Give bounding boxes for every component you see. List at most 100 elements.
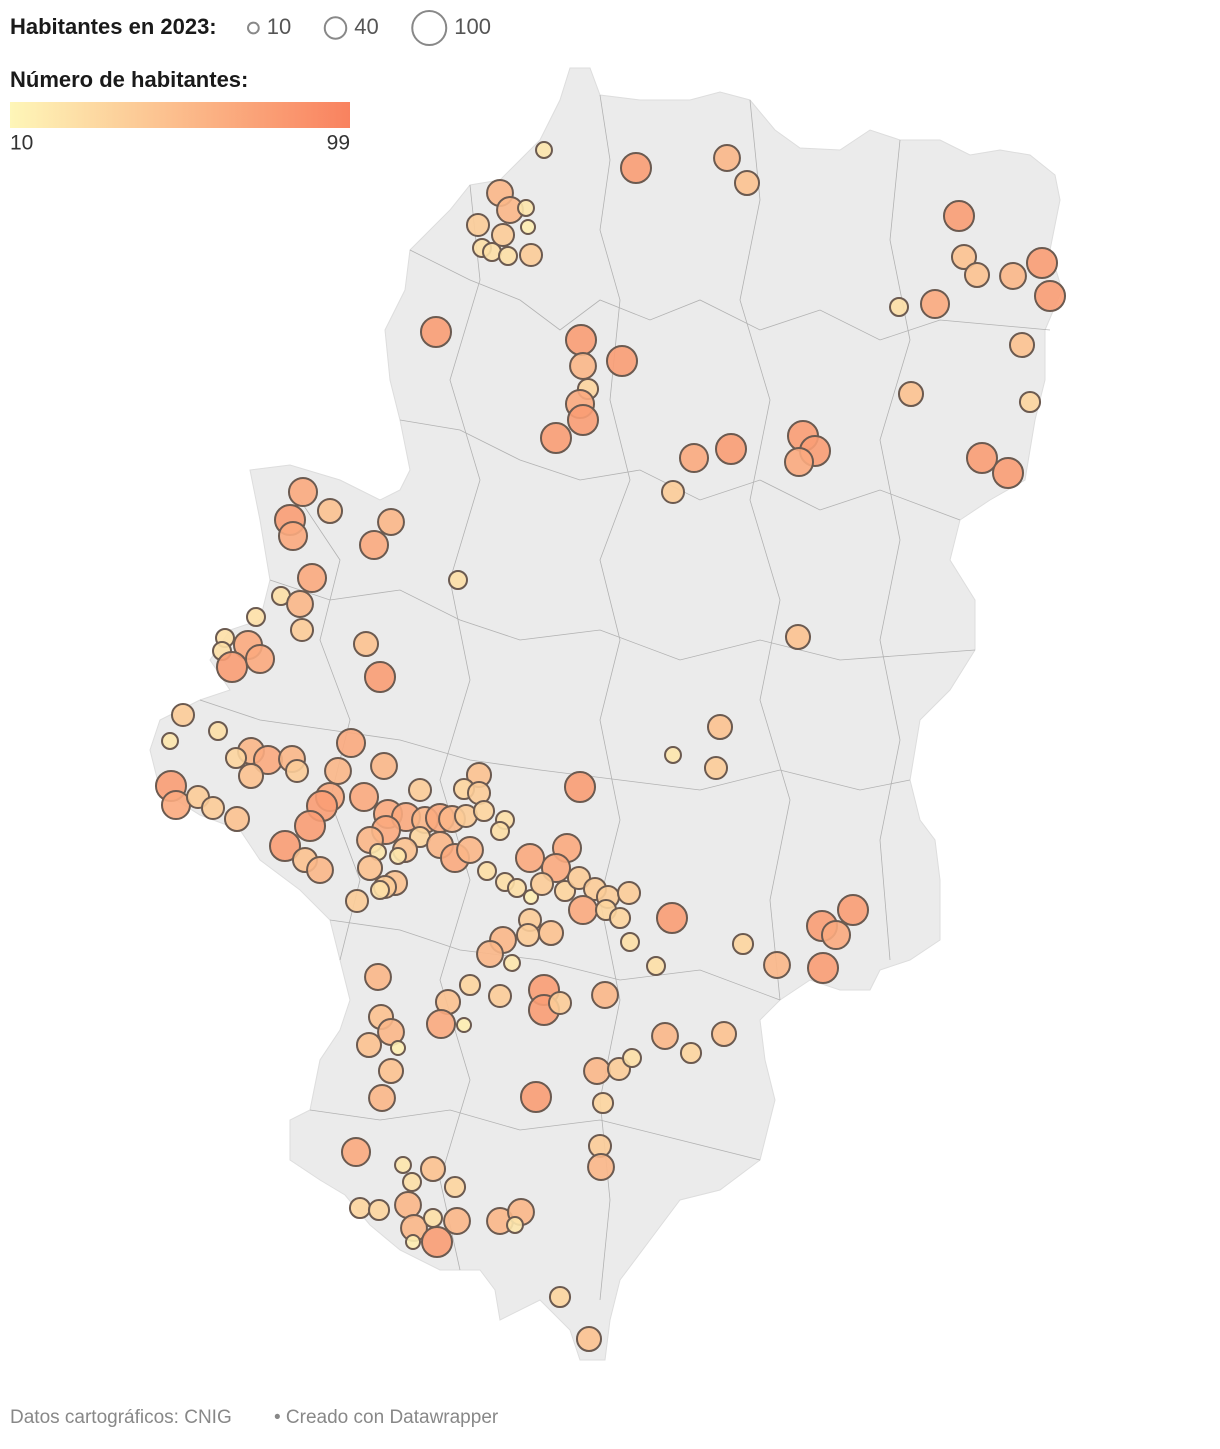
bubble (425, 1008, 457, 1040)
bubble (518, 242, 544, 268)
bubble (710, 1020, 738, 1048)
size-legend-circle (323, 16, 348, 40)
bubble (487, 983, 513, 1009)
bubble (404, 1233, 422, 1251)
bubble (784, 623, 812, 651)
bubble (223, 805, 251, 833)
bubble (706, 713, 734, 741)
bubble (244, 643, 276, 675)
size-legend-label: 100 (454, 14, 491, 39)
bubble (161, 732, 179, 750)
bubble (529, 871, 555, 897)
bubble (517, 199, 535, 217)
bubble (348, 1196, 372, 1220)
bubble (587, 1153, 615, 1181)
bubble (286, 590, 314, 618)
bubble (377, 508, 405, 536)
bubble (942, 199, 976, 233)
size-legend-circle (247, 21, 260, 35)
bubble (664, 746, 682, 764)
bubble (836, 893, 870, 927)
bubble (1033, 279, 1067, 313)
bubble (620, 932, 640, 952)
bubble (364, 963, 392, 991)
bubble (919, 288, 951, 320)
bubble (564, 323, 598, 357)
bubble (763, 951, 791, 979)
bubble (535, 141, 553, 159)
bubble (731, 932, 755, 956)
bubble (344, 888, 370, 914)
bubble (448, 570, 468, 590)
bubble (660, 479, 686, 505)
bubble (820, 919, 852, 951)
bubble (394, 1156, 412, 1174)
bubble (678, 442, 710, 474)
bubble (355, 1031, 383, 1059)
color-scale-min: 10 (10, 132, 33, 155)
bubble (608, 906, 632, 930)
bubble (368, 1084, 396, 1112)
bubble (733, 169, 761, 197)
bubble (348, 781, 380, 813)
bubble (237, 762, 265, 790)
bubble (514, 842, 546, 874)
bubble (420, 1225, 454, 1259)
bubble (268, 829, 302, 863)
bubble (306, 856, 334, 884)
bubble (1018, 390, 1042, 414)
bubble (963, 261, 991, 289)
bubble (965, 441, 999, 475)
bubble (519, 1080, 553, 1114)
bubble (999, 262, 1027, 290)
bubble (646, 956, 666, 976)
bubble (519, 218, 537, 236)
source-note: Datos cartográficos: CNIG (10, 1407, 232, 1428)
bubble (506, 1216, 524, 1234)
bubble (277, 520, 309, 552)
bubble (284, 758, 310, 784)
size-legend-label: 10 (267, 14, 291, 39)
bubble (503, 954, 521, 972)
bubble (714, 432, 748, 466)
bubble (456, 836, 484, 864)
bubble (498, 246, 518, 266)
bubble (547, 990, 573, 1016)
bubble (289, 617, 315, 643)
bubble (991, 456, 1025, 490)
bubble (352, 630, 380, 658)
bubble (160, 789, 192, 821)
bubble (170, 702, 196, 728)
bubble (208, 721, 228, 741)
bubble (539, 421, 573, 455)
bubble (419, 1155, 447, 1183)
bubble (287, 476, 319, 508)
bubble (370, 880, 390, 900)
bubble (783, 446, 815, 478)
bubble (224, 746, 248, 770)
bubble (200, 795, 226, 821)
bubble (215, 650, 249, 684)
bubble (455, 1016, 473, 1034)
bubble (889, 297, 909, 317)
bubble (419, 315, 453, 349)
bubble (679, 1041, 703, 1065)
bubble (296, 562, 328, 594)
bubble (377, 1057, 405, 1085)
bubble (591, 981, 619, 1009)
bubble (407, 777, 433, 803)
bubble (713, 144, 741, 172)
bubble (490, 821, 510, 841)
bubble (389, 847, 407, 865)
bubble (324, 757, 352, 785)
bubble (575, 1325, 603, 1353)
size-legend-title: Habitantes en 2023: (10, 14, 217, 39)
bubble (472, 799, 496, 823)
bubble (356, 854, 384, 882)
bubble (358, 529, 390, 561)
bubble (569, 352, 597, 380)
bubble (423, 1208, 443, 1228)
bubble (622, 1048, 642, 1068)
bubble (293, 809, 327, 843)
bubble (655, 901, 689, 935)
